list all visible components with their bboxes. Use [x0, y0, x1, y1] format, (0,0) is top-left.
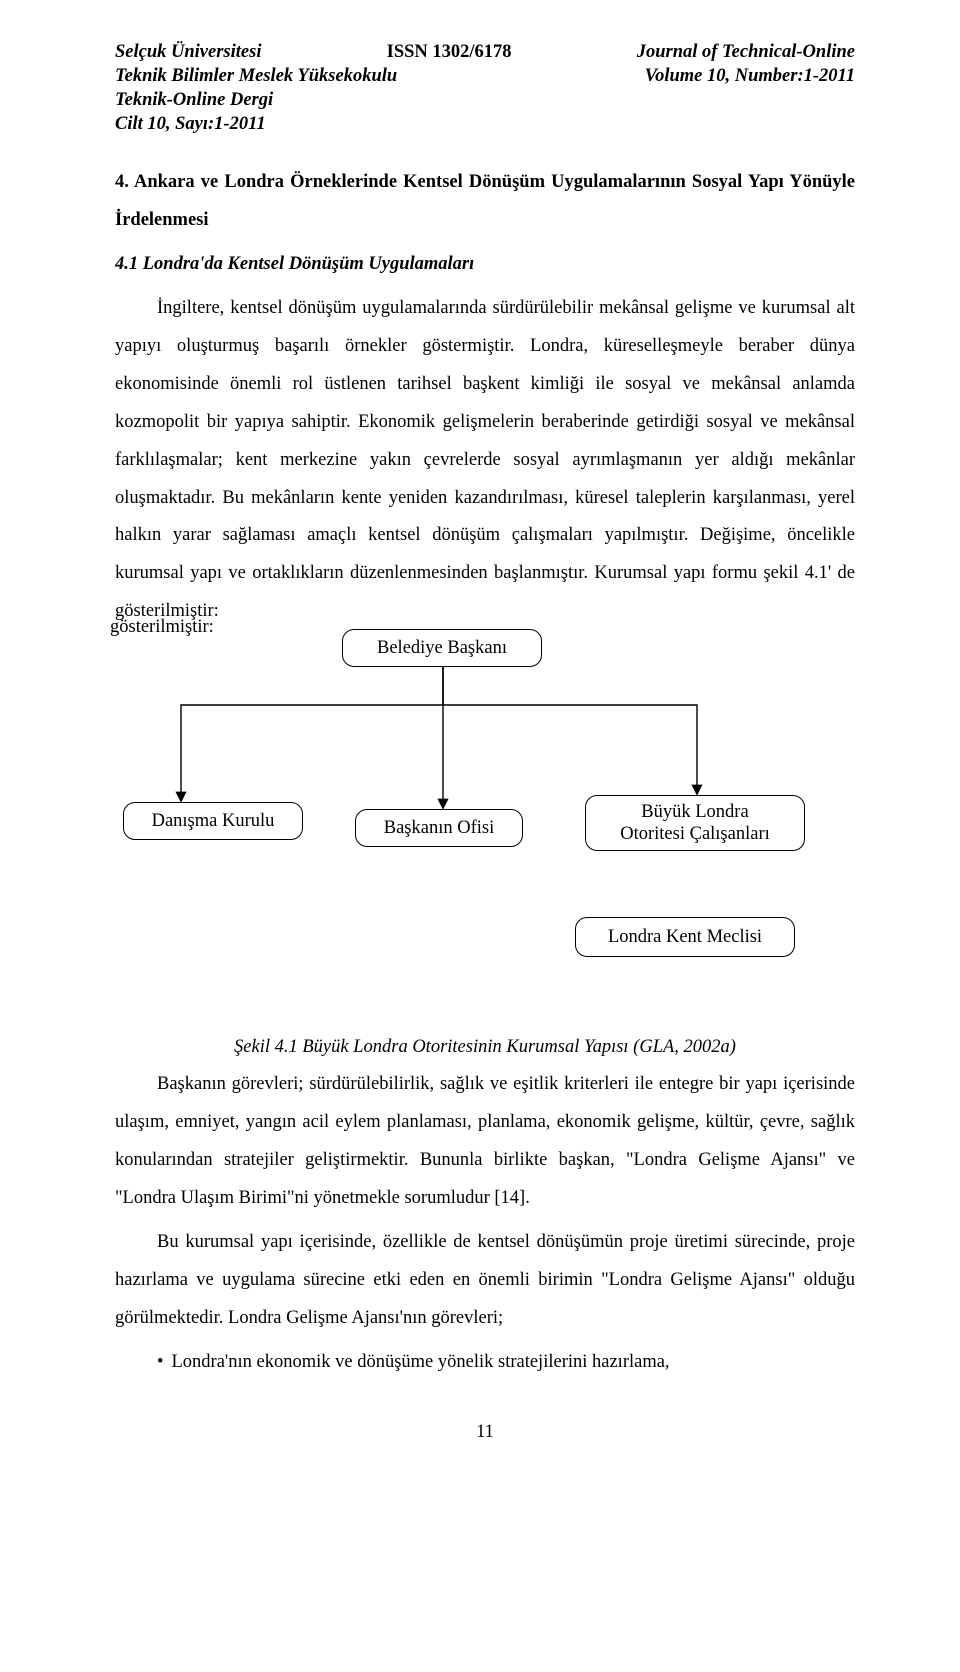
header-left-2: Teknik Bilimler Meslek Yüksekokulu [115, 64, 397, 88]
header-right-1: Journal of Technical-Online [637, 40, 855, 64]
figure-caption: Şekil 4.1 Büyük Londra Otoritesinin Kuru… [115, 1037, 855, 1058]
diagram-node: Belediye Başkanı [342, 629, 542, 667]
paragraph-2: Başkanın görevleri; sürdürülebilirlik, s… [115, 1066, 855, 1218]
header-right-2: Volume 10, Number:1-2011 [645, 64, 855, 88]
sub-section-title: 4.1 Londra'da Kentsel Dönüşüm Uygulamala… [115, 246, 855, 284]
diagram-node: gösterilmiştir: [110, 617, 240, 643]
bullet-list: • Londra'nın ekonomik ve dönüşüme yöneli… [157, 1344, 855, 1382]
diagram-node: Danışma Kurulu [123, 802, 303, 840]
section-title: 4. Ankara ve Londra Örneklerinde Kentsel… [115, 164, 855, 240]
page-number: 11 [115, 1422, 855, 1443]
diagram-node: Büyük LondraOtoritesi Çalışanları [585, 795, 805, 851]
header-left-3: Teknik-Online Dergi [115, 88, 273, 112]
header-left-4: Cilt 10, Sayı:1-2011 [115, 112, 266, 136]
diagram-node: Başkanın Ofisi [355, 809, 523, 847]
diagram-node: Londra Kent Meclisi [575, 917, 795, 957]
page-header: Selçuk Üniversitesi ISSN 1302/6178 Journ… [115, 40, 855, 136]
header-left-1: Selçuk Üniversitesi [115, 40, 261, 64]
org-chart-diagram: gösterilmiştir:Belediye BaşkanıDanışma K… [115, 637, 855, 1027]
paragraph-3: Bu kurumsal yapı içerisinde, özellikle d… [115, 1224, 855, 1338]
header-center-1: ISSN 1302/6178 [387, 40, 512, 64]
bullet-icon: • [157, 1344, 163, 1382]
list-item: • Londra'nın ekonomik ve dönüşüme yöneli… [157, 1344, 855, 1382]
paragraph-1: İngiltere, kentsel dönüşüm uygulamaların… [115, 290, 855, 631]
bullet-text: Londra'nın ekonomik ve dönüşüme yönelik … [171, 1344, 669, 1382]
